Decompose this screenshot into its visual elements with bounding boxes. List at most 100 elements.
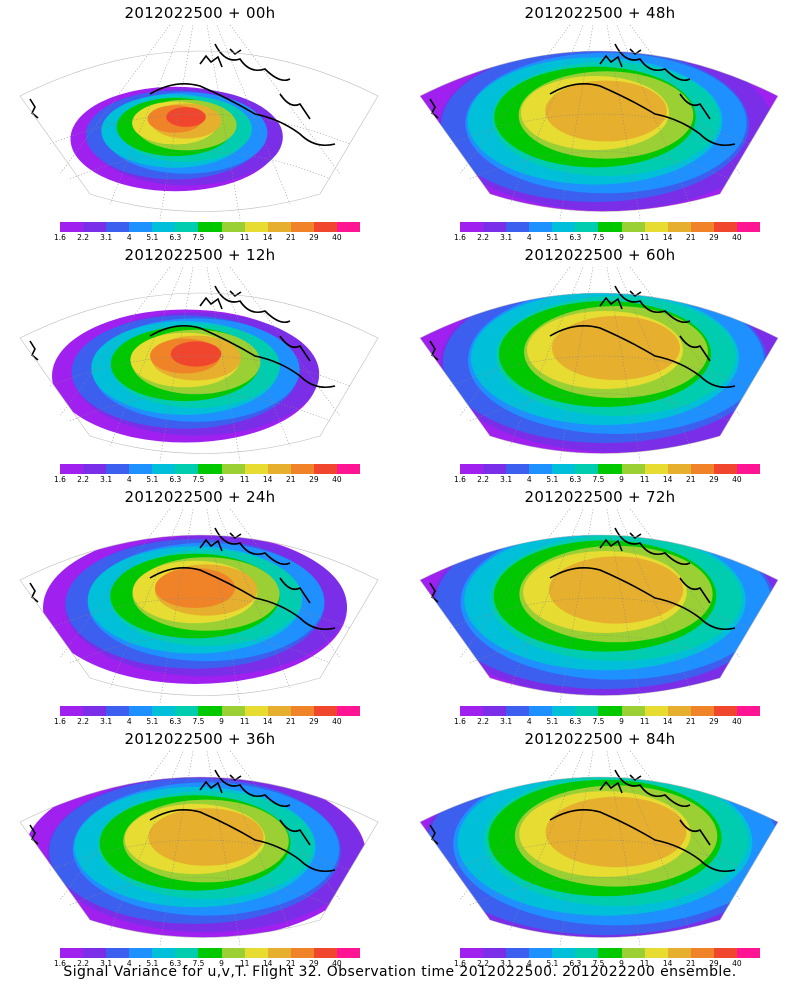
legend-tick-label: 11 xyxy=(639,717,650,726)
legend-tick-label: 40 xyxy=(332,475,342,484)
graticule xyxy=(449,750,751,946)
legend-tick-label: 40 xyxy=(332,717,342,726)
legend-tick-label: 29 xyxy=(309,475,319,484)
legend-swatch xyxy=(290,222,314,232)
coastline xyxy=(29,285,336,389)
legend-tick-label: 5.1 xyxy=(146,959,159,968)
legend-tick-label: 1.6 xyxy=(454,475,466,484)
legend-swatch xyxy=(244,222,268,232)
legend-swatch xyxy=(198,706,222,716)
legend-swatch xyxy=(60,222,84,232)
map-panel-24h: 2012022500 + 24h 1.6 2.2 3.1 4 5.1 6.3 7.5 9 11 14… xyxy=(0,484,400,734)
legend-swatch xyxy=(667,222,691,232)
legend-color-bar xyxy=(460,222,761,232)
legend-swatch xyxy=(552,464,576,474)
legend-tick-label: 7.5 xyxy=(592,959,605,968)
legend-swatch xyxy=(175,948,199,958)
legend-swatch xyxy=(460,464,484,474)
legend-tick-label: 9 xyxy=(219,717,224,726)
map-domain-outline xyxy=(419,534,779,696)
legend-swatch xyxy=(736,706,761,716)
legend-tick-label: 6.3 xyxy=(169,233,182,242)
legend-swatch xyxy=(221,222,245,232)
legend-tick-label: 7.5 xyxy=(192,959,205,968)
legend-swatch xyxy=(552,948,576,958)
legend-swatch xyxy=(336,948,361,958)
variance-map xyxy=(419,750,779,946)
legend-tick-label: 11 xyxy=(639,475,650,484)
map-panel-00h: 2012022500 + 00h 1.6 2.2 3.1 4 5.1 6.3 7.5 9 11 14… xyxy=(0,0,400,250)
legend-tick-label: 2.2 xyxy=(77,717,90,726)
legend-swatch xyxy=(152,222,176,232)
legend-tick-label: 29 xyxy=(709,717,719,726)
map-panel-48h: 2012022500 + 48h 1.6 2.2 3.1 4 5.1 6.3 7.5 9 11 14… xyxy=(400,0,800,250)
legend-swatch xyxy=(60,464,84,474)
legend-tick-label: 7.5 xyxy=(592,233,605,242)
legend-tick-label: 21 xyxy=(685,959,696,968)
legend-swatch xyxy=(621,222,645,232)
map-domain-outline xyxy=(19,292,379,454)
color-legend: 1.6 2.2 3.1 4 5.1 6.3 7.5 9 11 14 21 29 40 xyxy=(54,222,361,242)
legend-tick-label: 2.2 xyxy=(477,475,490,484)
legend-tick-label: 6.3 xyxy=(569,233,582,242)
legend-swatch xyxy=(736,222,761,232)
legend-swatch xyxy=(152,464,176,474)
contour-level xyxy=(166,107,206,127)
legend-color-bar xyxy=(460,948,761,958)
panel-title: 2012022500 + 72h xyxy=(524,488,676,506)
legend-tick-label: 11 xyxy=(239,717,250,726)
legend-tick-label: 14 xyxy=(662,475,673,484)
legend-tick-label: 4 xyxy=(126,717,132,726)
legend-tick-label: 5.1 xyxy=(146,717,159,726)
legend-swatch xyxy=(483,948,507,958)
legend-swatch xyxy=(621,706,645,716)
contour-level xyxy=(552,316,680,380)
graticule xyxy=(449,508,751,704)
map-panel-84h: 2012022500 + 84h 1.6 2.2 3.1 4 5.1 6.3 7.5 9 11 14… xyxy=(400,726,800,976)
legend-swatch xyxy=(267,464,291,474)
legend-tick-label: 1.6 xyxy=(54,475,66,484)
map-domain-outline xyxy=(19,534,379,696)
legend-tick-label: 29 xyxy=(709,959,719,968)
legend-tick-label: 3.1 xyxy=(500,959,513,968)
legend-tick-label: 21 xyxy=(685,475,696,484)
legend-tick-label: 21 xyxy=(685,717,696,726)
legend-tick-label: 14 xyxy=(662,717,673,726)
legend-swatch xyxy=(552,222,576,232)
legend-swatch xyxy=(529,222,553,232)
legend-swatch xyxy=(290,464,314,474)
graticule xyxy=(49,266,351,462)
legend-tick-label: 7.5 xyxy=(192,717,205,726)
color-legend: 1.6 2.2 3.1 4 5.1 6.3 7.5 9 11 14 21 29 40 xyxy=(454,948,761,968)
legend-swatch xyxy=(598,948,622,958)
legend-tick-label: 6.3 xyxy=(569,959,582,968)
map-domain-outline xyxy=(19,50,379,212)
legend-tick-label: 9 xyxy=(619,475,624,484)
legend-tick-label: 1.6 xyxy=(454,233,466,242)
legend-swatch xyxy=(290,706,314,716)
legend-tick-label: 3.1 xyxy=(100,959,113,968)
contour-level xyxy=(170,341,222,367)
legend-swatch xyxy=(336,706,361,716)
legend-tick-label: 21 xyxy=(285,717,296,726)
legend-swatch xyxy=(175,222,199,232)
graticule xyxy=(49,508,351,704)
legend-swatch xyxy=(575,706,599,716)
legend-swatch xyxy=(129,706,153,716)
legend-tick-label: 3.1 xyxy=(100,233,113,242)
legend-swatch xyxy=(667,948,691,958)
legend-swatch xyxy=(290,948,314,958)
legend-swatch xyxy=(529,706,553,716)
legend-tick-label: 14 xyxy=(662,959,673,968)
legend-tick-label: 5.1 xyxy=(546,233,559,242)
legend-tick-label: 2.2 xyxy=(477,233,490,242)
legend-tick-label: 9 xyxy=(219,475,224,484)
figure-caption: Signal Variance for u,v,T. Flight 32. Ob… xyxy=(63,964,737,980)
legend-tick-label: 40 xyxy=(732,475,742,484)
legend-swatch xyxy=(621,464,645,474)
legend-swatch xyxy=(529,948,553,958)
legend-tick-label: 2.2 xyxy=(77,959,90,968)
legend-swatch xyxy=(198,464,222,474)
coastline xyxy=(29,769,336,873)
variance-map xyxy=(419,266,779,462)
